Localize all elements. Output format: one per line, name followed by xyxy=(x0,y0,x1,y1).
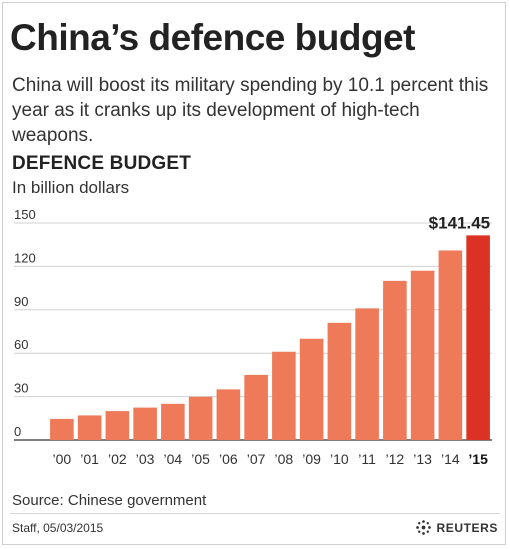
x-tick-label: ’11 xyxy=(358,451,376,467)
bar-01 xyxy=(77,415,102,440)
x-tick-label: ’08 xyxy=(275,451,294,467)
reuters-dots-icon xyxy=(416,520,432,535)
bar-14 xyxy=(438,250,463,440)
bars xyxy=(50,235,490,440)
bar-06 xyxy=(216,389,241,440)
x-tick-label: ’10 xyxy=(330,451,349,467)
bar-09 xyxy=(299,338,324,440)
chart-unit-label: In billion dollars xyxy=(12,178,130,197)
x-tick-label: ’03 xyxy=(136,451,155,467)
reuters-logo: REUTERS xyxy=(415,519,498,536)
chart-frame xyxy=(2,2,506,545)
y-tick-label: 0 xyxy=(14,424,21,439)
chart-title: DEFENCE BUDGET xyxy=(12,153,192,174)
credit-note: Staff, 05/03/2015 xyxy=(12,521,104,535)
bar-13 xyxy=(410,270,435,440)
x-axis-ticks: ’00 ’01 ’02 ’03 ’04 ’05 ’06 ’07 ’08 ’09 ’10 ’11 ’12 ’… xyxy=(53,451,489,467)
x-tick-label: ’14 xyxy=(441,451,460,467)
x-tick-label: ’09 xyxy=(302,451,321,467)
page-title: China’s defence budget xyxy=(10,17,415,58)
bar-04 xyxy=(161,403,185,440)
bar-03 xyxy=(133,407,157,440)
bar-12 xyxy=(383,280,407,440)
x-tick-label: ’12 xyxy=(386,451,405,467)
page-subtitle: China will boost its military spending b… xyxy=(12,75,489,146)
y-tick-label: 150 xyxy=(14,207,36,222)
bar-11 xyxy=(355,308,379,440)
y-tick-label: 60 xyxy=(14,337,28,352)
x-tick-label: ’15 xyxy=(468,451,488,467)
x-tick-label: ’06 xyxy=(219,451,238,467)
bar-05 xyxy=(188,396,213,440)
bar-10 xyxy=(327,322,352,440)
bar-02 xyxy=(105,411,130,440)
x-tick-label: ’01 xyxy=(80,451,99,467)
data-labels: $141.45 xyxy=(429,213,490,232)
y-tick-label: 90 xyxy=(14,294,28,309)
bar-00 xyxy=(50,418,74,440)
source-note: Source: Chinese government xyxy=(12,492,207,509)
y-axis-ticks: 0 30 60 90 120 150 xyxy=(14,207,36,439)
x-tick-label: ’04 xyxy=(164,451,183,467)
x-tick-label: ’02 xyxy=(108,451,127,467)
x-tick-label: ’13 xyxy=(413,451,432,467)
y-tick-label: 120 xyxy=(14,250,36,265)
x-tick-label: ’00 xyxy=(53,451,72,467)
x-tick-label: ’07 xyxy=(247,451,266,467)
bar-07 xyxy=(244,374,268,440)
bar-08 xyxy=(272,351,296,440)
data-label-2015: $141.45 xyxy=(429,213,490,232)
logo-wordmark: REUTERS xyxy=(436,520,498,535)
y-tick-label: 30 xyxy=(14,381,28,396)
bar-15 xyxy=(466,235,490,440)
x-tick-label: ’05 xyxy=(191,451,210,467)
footer-divider xyxy=(10,513,500,514)
